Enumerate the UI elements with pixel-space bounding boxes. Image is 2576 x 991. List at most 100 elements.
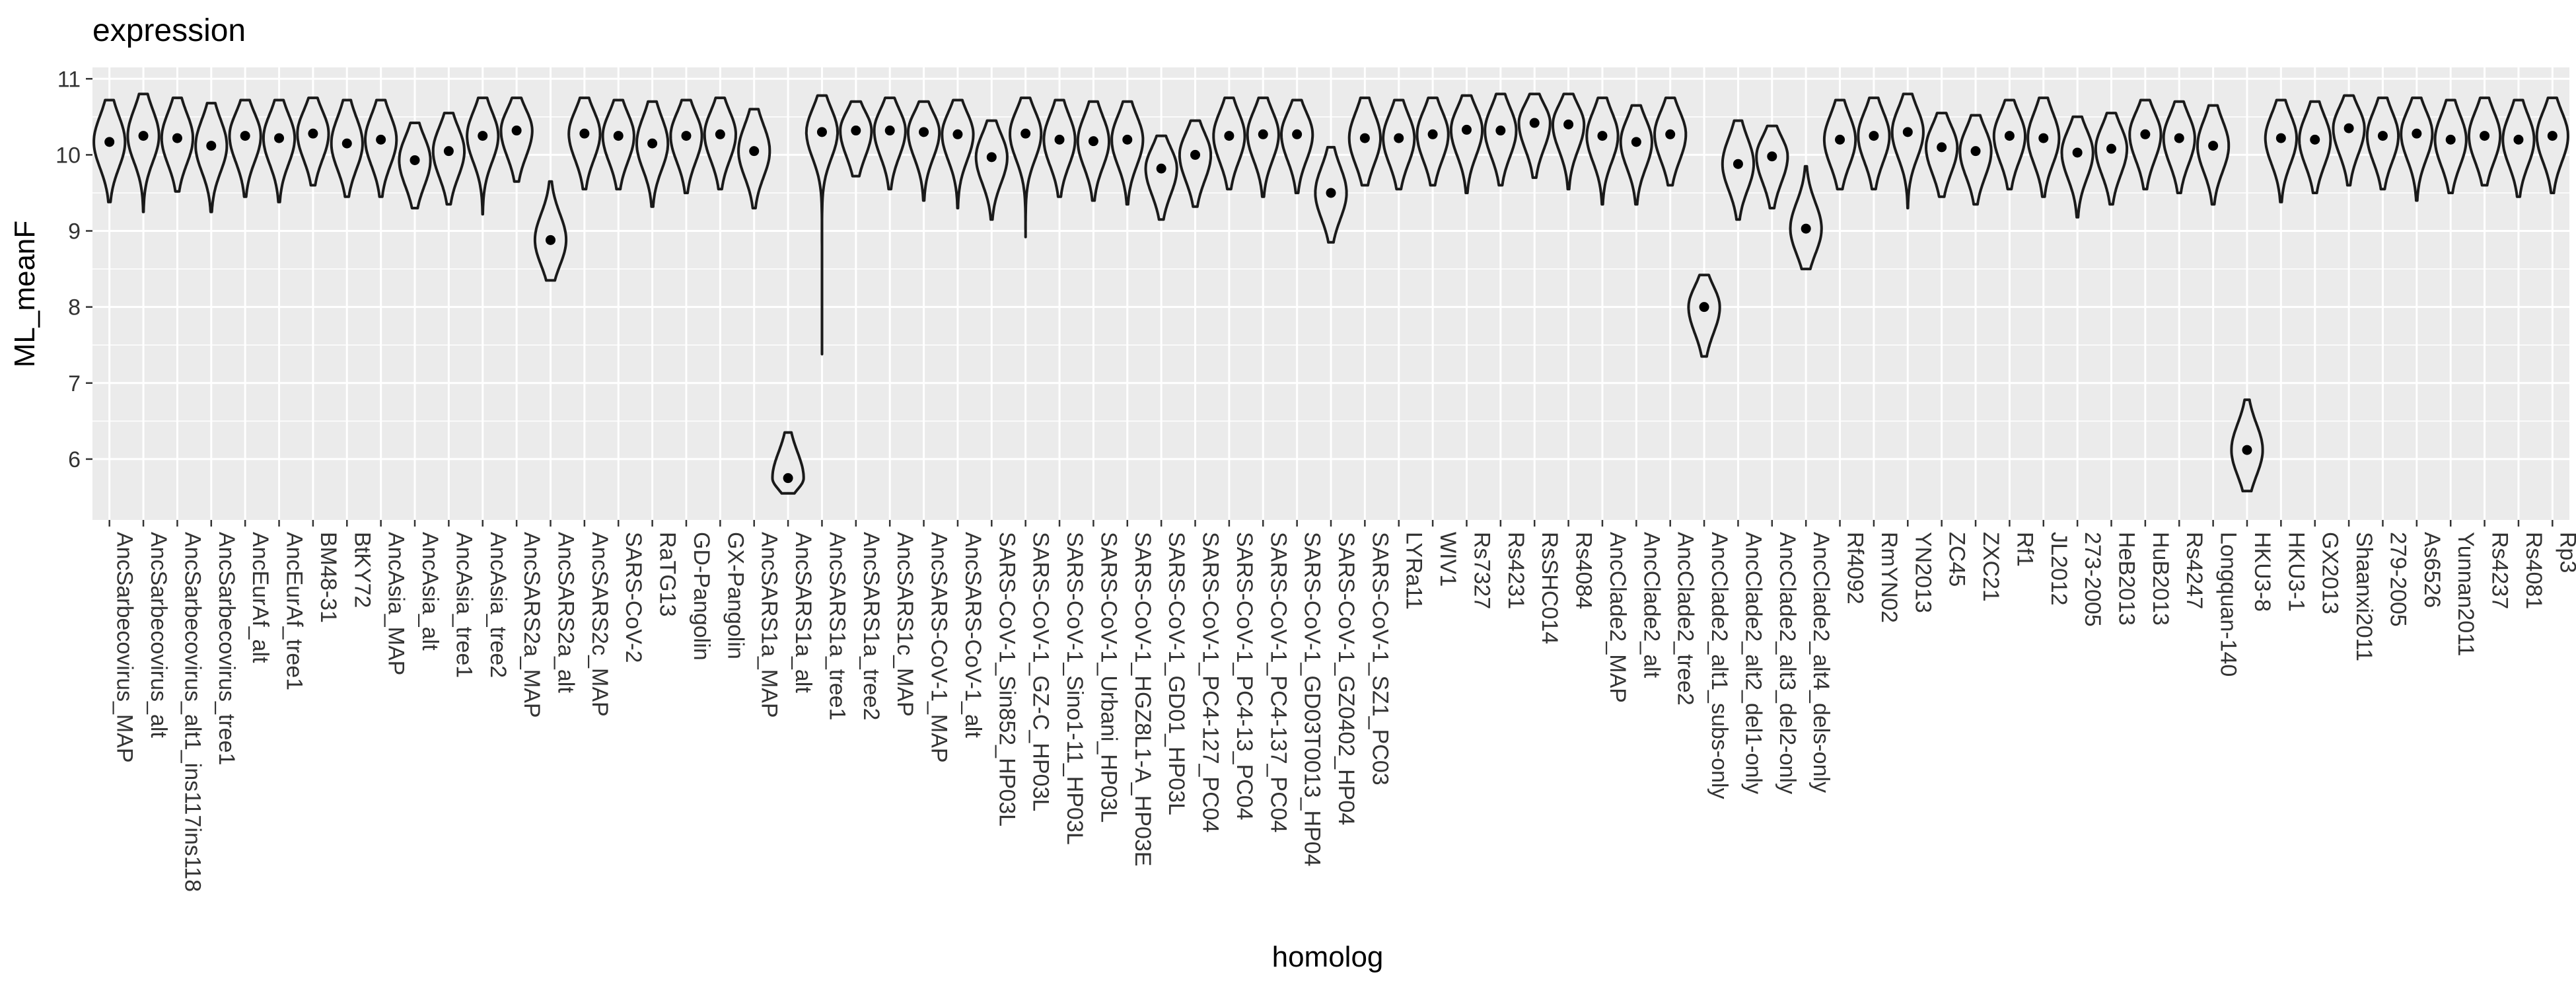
median-point bbox=[1156, 163, 1166, 174]
violin bbox=[2162, 100, 2196, 194]
violin bbox=[1110, 100, 1145, 206]
violin bbox=[906, 100, 941, 202]
x-tick-label: AncSarbecovirus_alt bbox=[146, 532, 171, 738]
median-point bbox=[2208, 141, 2219, 151]
x-tick-label: AncSarbecovirus_MAP bbox=[112, 532, 137, 763]
y-tick-label: 6 bbox=[68, 447, 81, 472]
x-tick-label: Rs4237 bbox=[2487, 532, 2513, 609]
violin bbox=[567, 96, 602, 191]
violin bbox=[1415, 96, 1450, 187]
violin bbox=[2332, 94, 2366, 187]
median-point bbox=[2445, 134, 2456, 145]
x-axis: AncSarbecovirus_MAP AncSarbecovirus_alt An… bbox=[108, 520, 2576, 892]
median-point bbox=[274, 133, 285, 143]
x-tick-label: AncClade2_MAP bbox=[1605, 532, 1630, 703]
violin bbox=[1042, 98, 1077, 198]
median-point bbox=[1902, 127, 1913, 137]
median-point bbox=[1767, 151, 1777, 162]
median-point bbox=[443, 146, 454, 157]
x-tick-label: Rs4081 bbox=[2521, 532, 2546, 609]
violin bbox=[703, 96, 737, 191]
violin bbox=[1484, 92, 1518, 187]
violin bbox=[364, 98, 398, 198]
chart-title: expression bbox=[92, 13, 246, 48]
x-tick-label: AncAsia_MAP bbox=[384, 532, 409, 675]
median-point bbox=[478, 131, 488, 141]
violin bbox=[398, 122, 432, 209]
median-point bbox=[2480, 131, 2490, 141]
violin bbox=[601, 98, 635, 191]
x-tick-label: SARS-CoV-1_Sin852_HP03L bbox=[994, 532, 1019, 826]
x-tick-label: AncClade2_alt bbox=[1639, 532, 1664, 679]
violin bbox=[1857, 96, 1891, 191]
x-tick-label: AncClade2_tree2 bbox=[1673, 532, 1698, 706]
median-point bbox=[1292, 129, 1303, 139]
x-tick-label: SARS-CoV-1_GD03T0013_HP04 bbox=[1300, 532, 1325, 867]
x-tick-label: GX-Pangolin bbox=[723, 532, 748, 659]
violin bbox=[1890, 92, 1925, 209]
x-tick-label: SARS-CoV-1_PC4-127_PC04 bbox=[1198, 532, 1223, 832]
x-tick-label: GD-Pangolin bbox=[689, 532, 714, 661]
x-tick-label: SARS-CoV-1_HGZ8L1-A_HP03E bbox=[1130, 532, 1155, 866]
x-tick-label: SARS-CoV-1_GZ0402_HP04 bbox=[1334, 532, 1359, 825]
violin bbox=[92, 98, 127, 203]
median-point bbox=[1020, 128, 1031, 139]
median-point bbox=[410, 155, 420, 165]
violin bbox=[2501, 98, 2536, 198]
x-tick-label: HuB2013 bbox=[2148, 532, 2173, 626]
violin bbox=[1789, 165, 1823, 271]
median-point bbox=[2412, 128, 2422, 139]
violin bbox=[2196, 104, 2231, 206]
violin bbox=[805, 94, 840, 355]
x-tick-label: Rp3 bbox=[2555, 532, 2576, 573]
violin bbox=[873, 96, 907, 191]
median-point bbox=[1461, 124, 1472, 135]
violin bbox=[1144, 134, 1178, 221]
median-point bbox=[2310, 134, 2320, 145]
median-point bbox=[952, 129, 963, 139]
x-tick-label: AncSarbecovirus_alt1_ins117ins118 bbox=[180, 532, 205, 892]
x-tick-label: AncSARS1a_tree1 bbox=[824, 532, 849, 720]
x-tick-label: AncAsia_tree1 bbox=[451, 532, 476, 678]
violin bbox=[533, 180, 568, 282]
violin-series bbox=[92, 92, 2569, 495]
violin bbox=[1449, 94, 1484, 194]
median-point bbox=[2547, 131, 2558, 141]
x-tick-label: YN2013 bbox=[1910, 532, 1935, 613]
violin bbox=[296, 96, 330, 187]
y-tick-label: 9 bbox=[68, 219, 81, 244]
violin bbox=[737, 108, 771, 209]
median-point bbox=[1733, 159, 1743, 169]
median-point bbox=[341, 138, 352, 149]
x-tick-label: Longquan-140 bbox=[2216, 532, 2241, 677]
x-tick-label: GX2013 bbox=[2318, 532, 2343, 614]
median-point bbox=[1224, 131, 1234, 141]
median-point bbox=[1699, 302, 1709, 312]
median-point bbox=[1665, 129, 1676, 139]
x-tick-label: Rs4231 bbox=[1503, 532, 1528, 609]
median-point bbox=[511, 126, 522, 136]
y-axis-title: ML_meanF bbox=[9, 221, 41, 368]
median-point bbox=[1937, 142, 1947, 153]
violin bbox=[1755, 124, 1789, 209]
median-point bbox=[104, 137, 115, 147]
median-point bbox=[647, 138, 658, 149]
x-tick-label: AncSARS2a_MAP bbox=[519, 532, 544, 718]
x-tick-label: Rf1 bbox=[2012, 532, 2037, 567]
x-tick-label: Rs4247 bbox=[2182, 532, 2207, 609]
x-tick-label: SARS-CoV-1_PC4-137_PC04 bbox=[1266, 532, 1291, 832]
x-tick-label: AncSARS-CoV-1_alt bbox=[960, 532, 985, 738]
violin bbox=[2433, 98, 2468, 194]
median-point bbox=[1597, 131, 1608, 141]
median-point bbox=[1054, 134, 1065, 145]
violin bbox=[1517, 92, 1552, 179]
x-tick-label: SARS-CoV-1_GZ-C_HP03L bbox=[1028, 532, 1054, 811]
x-tick-label: AncSARS2c_MAP bbox=[587, 532, 612, 717]
violin bbox=[771, 431, 805, 495]
median-point bbox=[2275, 133, 2286, 143]
violin bbox=[1552, 92, 1586, 191]
median-point bbox=[2038, 133, 2049, 143]
x-axis-title: homolog bbox=[1272, 941, 1384, 973]
violin bbox=[669, 98, 703, 194]
